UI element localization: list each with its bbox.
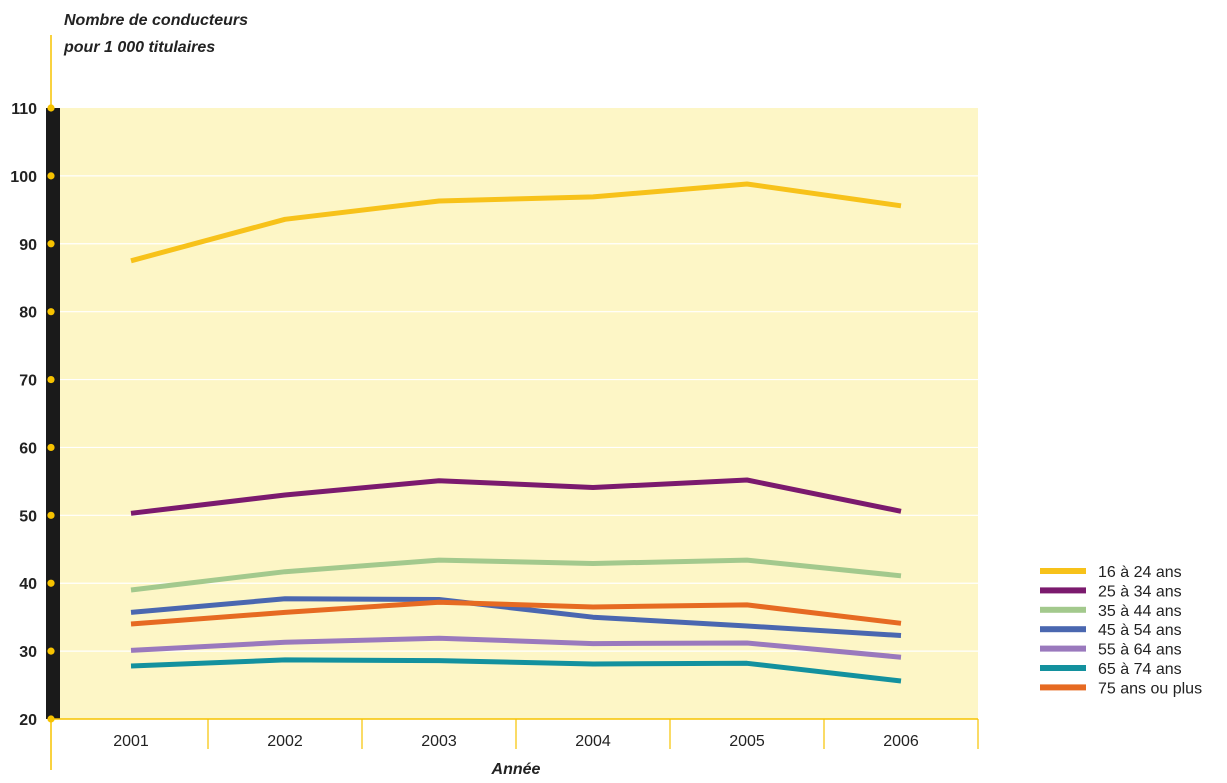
legend-label-3: 35 à 44 ans bbox=[1098, 603, 1182, 620]
y-tick-label-30: 30 bbox=[19, 644, 37, 661]
y-tick-label-100: 100 bbox=[10, 169, 37, 186]
y-tick-dot-80 bbox=[47, 308, 55, 316]
legend-swatch-7 bbox=[1040, 684, 1086, 691]
y-tick-label-40: 40 bbox=[19, 576, 37, 593]
legend-label-4: 45 à 54 ans bbox=[1098, 622, 1182, 639]
y-tick-dot-70 bbox=[47, 375, 55, 384]
y-axis-title-line-1: Nombre de conducteurs bbox=[64, 12, 248, 29]
y-tick-dot-40 bbox=[47, 579, 55, 587]
legend-label-1: 16 à 24 ans bbox=[1098, 564, 1182, 581]
legend: 16 à 24 ans 25 à 34 ans 35 à 44 ans 45 à 54… bbox=[1040, 564, 1202, 697]
x-tick-label-2002: 2002 bbox=[267, 733, 303, 750]
legend-swatch-2 bbox=[1040, 587, 1086, 594]
series-line-2 bbox=[130, 477, 902, 516]
series-line-5 bbox=[130, 635, 902, 660]
x-tick-label-2005: 2005 bbox=[729, 733, 765, 750]
legend-label-2: 25 à 34 ans bbox=[1098, 583, 1182, 600]
y-tick-dot-50 bbox=[47, 511, 55, 519]
legend-label-7: 75 ans ou plus bbox=[1098, 680, 1202, 697]
y-tick-label-60: 60 bbox=[19, 440, 37, 457]
x-tick-label-2006: 2006 bbox=[883, 733, 919, 750]
series-line-1 bbox=[130, 181, 902, 264]
y-tick-label-50: 50 bbox=[19, 508, 37, 525]
series-line-4 bbox=[130, 596, 902, 638]
x-tick-label-2003: 2003 bbox=[421, 733, 457, 750]
y-tick-dot-110 bbox=[47, 104, 55, 112]
y-tick-dot-100 bbox=[47, 172, 55, 180]
x-tick-label-2004: 2004 bbox=[575, 733, 611, 750]
y-tick-label-70: 70 bbox=[19, 373, 37, 390]
y-tick-label-80: 80 bbox=[19, 305, 37, 322]
y-axis-title-line-2: pour 1 000 titulaires bbox=[63, 39, 215, 56]
series-line-6 bbox=[130, 657, 902, 684]
x-axis-title: Année bbox=[491, 761, 541, 778]
y-tick-label-90: 90 bbox=[19, 237, 37, 254]
plot-area: 20 30 40 50 60 70 80 90 100 110 2001 2002 2003 2004 20… bbox=[10, 35, 979, 770]
legend-swatch-3 bbox=[1040, 606, 1086, 613]
y-tick-dot-90 bbox=[47, 240, 55, 248]
y-tick-dot-60 bbox=[47, 443, 55, 452]
y-tick-label-110: 110 bbox=[11, 101, 37, 118]
x-tick-label-2001: 2001 bbox=[113, 733, 149, 750]
legend-swatch-1 bbox=[1040, 568, 1086, 574]
legend-label-5: 55 à 64 ans bbox=[1098, 642, 1182, 659]
y-axis-bar bbox=[46, 108, 60, 719]
legend-swatch-6 bbox=[1040, 665, 1086, 671]
y-tick-dot-30 bbox=[47, 647, 55, 655]
y-tick-label-20: 20 bbox=[19, 712, 37, 729]
legend-swatch-5 bbox=[1040, 645, 1086, 652]
y-tick-dot-20 bbox=[47, 715, 55, 723]
series-line-7 bbox=[130, 599, 902, 627]
legend-swatch-4 bbox=[1040, 626, 1086, 633]
legend-label-6: 65 à 74 ans bbox=[1098, 661, 1182, 678]
series-line-3 bbox=[130, 557, 902, 593]
